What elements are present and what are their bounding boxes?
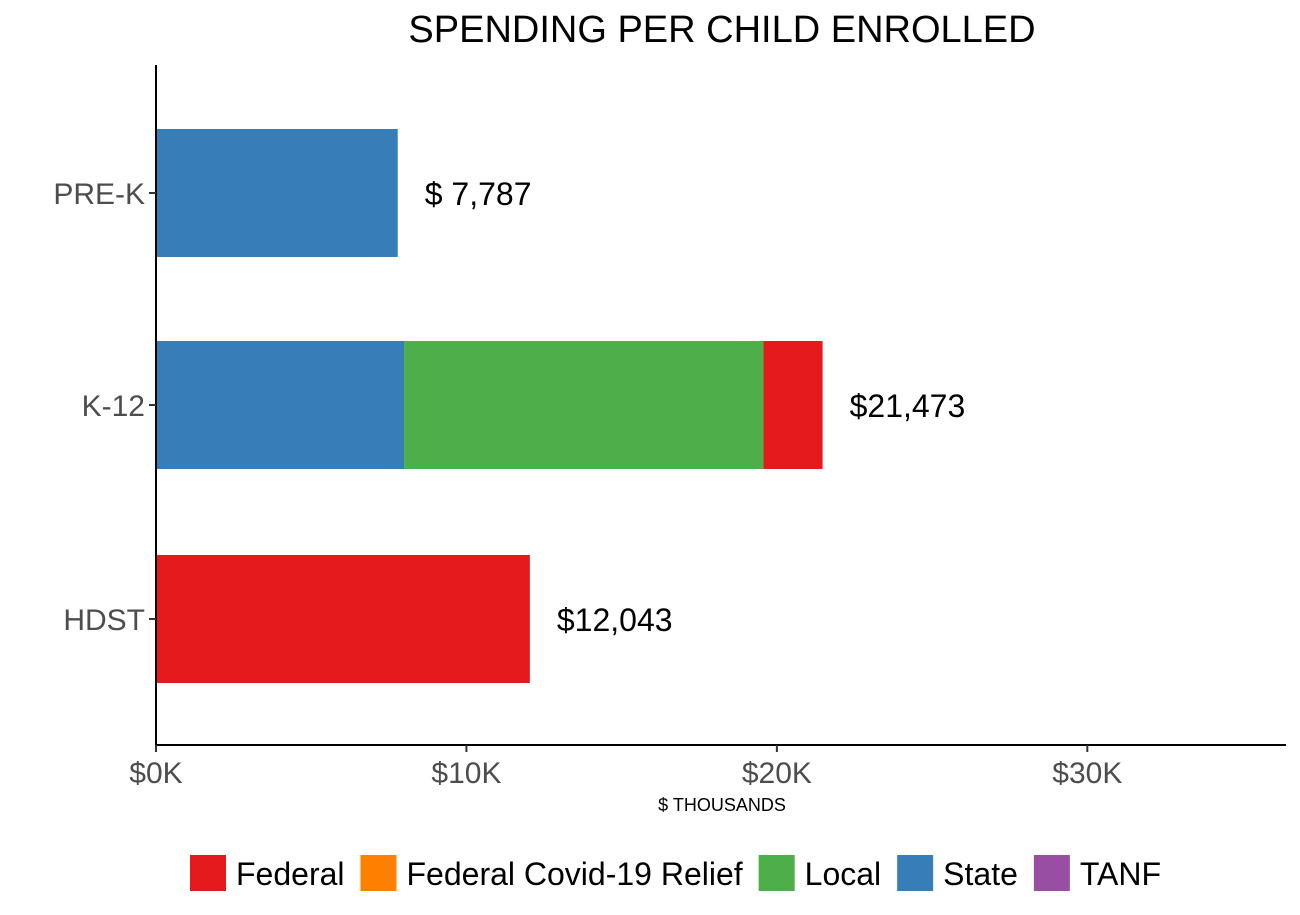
legend: Federal Federal Covid-19 Relief Local State…: [190, 855, 1161, 892]
x-axis-ticks: $0K $10K $20K $30K: [129, 745, 1122, 790]
total-label: $ 7,787: [425, 176, 532, 212]
legend-swatch: [190, 855, 226, 891]
x-tick-label: $30K: [1052, 757, 1122, 790]
x-tick-label: $20K: [742, 757, 812, 790]
legend-label: Federal Covid-19 Relief: [407, 856, 743, 892]
x-tick-label: $0K: [129, 757, 182, 790]
bar-k-12-local: [404, 341, 764, 469]
bars: [156, 129, 823, 683]
total-labels: $ 7,787 $21,473 $12,043: [425, 176, 966, 638]
bar-k-12-state: [156, 341, 405, 469]
y-axis-ticks: PRE-K K-12 HDST: [53, 178, 156, 637]
legend-label: Local: [805, 856, 882, 892]
total-label: $21,473: [850, 388, 966, 424]
legend-swatch: [1033, 855, 1070, 891]
y-tick-label: HDST: [63, 604, 145, 637]
legend-swatch: [360, 855, 397, 891]
legend-label: Federal: [236, 856, 345, 892]
y-tick-label: PRE-K: [53, 178, 145, 211]
x-tick-label: $10K: [431, 757, 501, 790]
legend-swatch: [897, 855, 934, 891]
y-tick-label: K-12: [82, 390, 145, 423]
chart-title: SPENDING PER CHILD ENROLLED: [408, 9, 1035, 51]
legend-swatch: [758, 855, 795, 891]
x-axis-label: $ THOUSANDS: [658, 795, 786, 815]
legend-label: State: [943, 856, 1018, 892]
legend-label: TANF: [1080, 856, 1161, 892]
bar-k-12-federal: [763, 341, 823, 469]
bar-hdst-federal: [156, 555, 530, 683]
total-label: $12,043: [557, 602, 673, 638]
bar-pre-k-state: [156, 129, 398, 257]
